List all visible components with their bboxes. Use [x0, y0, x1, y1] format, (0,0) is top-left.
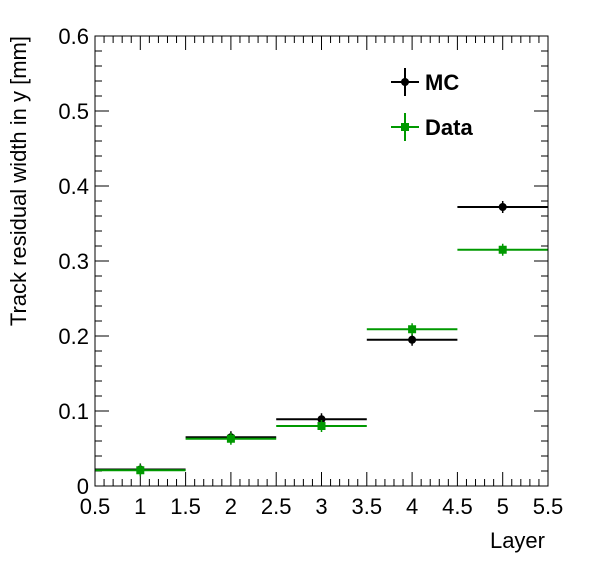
x-tick-label: 4.5: [442, 494, 473, 519]
x-tick-label: 1.5: [170, 494, 201, 519]
y-tick-label: 0.3: [58, 249, 89, 274]
y-tick-label: 0.1: [58, 399, 89, 424]
x-tick-label: 2.5: [261, 494, 292, 519]
y-tick-label: 0.4: [58, 174, 89, 199]
legend-mc-marker: [401, 78, 409, 86]
legend: MC Data: [391, 68, 473, 141]
tick-labels: 0.5 1 1.5 2 2.5 3 3.5 4 4.5 5 5.5 0 0.1 0.2 0.3 0.4 0.5 0…: [58, 24, 563, 519]
legend-data-label: Data: [425, 115, 473, 140]
x-tick-label: 5: [497, 494, 509, 519]
x-tick-label: 2: [225, 494, 237, 519]
legend-mc-label: MC: [425, 70, 459, 95]
plot-frame: [94, 35, 549, 487]
y-axis-title: Track residual width in y [mm]: [6, 36, 31, 326]
legend-data-marker: [401, 123, 409, 131]
x-tick-label: 3: [315, 494, 327, 519]
series-data: [95, 243, 548, 477]
y-tick-label: 0.6: [58, 24, 89, 49]
x-tick-label: 1: [134, 494, 146, 519]
x-tick-label: 4: [406, 494, 418, 519]
mc-point: [498, 203, 507, 211]
y-tick-label: 0.5: [58, 99, 89, 124]
x-tick-label: 3.5: [352, 494, 383, 519]
y-tick-label: 0.2: [58, 324, 89, 349]
data-point: [136, 466, 145, 475]
data-point: [317, 422, 326, 430]
mc-point: [317, 415, 326, 424]
x-tick-label: 5.5: [533, 494, 564, 519]
mc-point: [408, 335, 417, 344]
data-point: [498, 245, 507, 254]
x-axis-title: Layer: [490, 528, 545, 553]
data-point: [408, 325, 417, 334]
x-tick-label: 0.5: [80, 494, 111, 519]
y-tick-label: 0: [77, 474, 89, 499]
data-series: [95, 201, 548, 477]
data-point: [226, 434, 235, 443]
